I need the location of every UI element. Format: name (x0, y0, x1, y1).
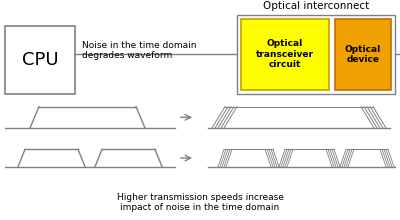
Bar (241, 18, 329, 90)
Text: Optical
device: Optical device (345, 45, 381, 64)
Text: Optical interconnect: Optical interconnect (263, 1, 369, 11)
Bar (335, 18, 391, 90)
Text: Higher transmission speeds increase
impact of noise in the time domain: Higher transmission speeds increase impa… (116, 193, 284, 212)
Text: Optical
transceiver
circuit: Optical transceiver circuit (256, 39, 314, 69)
Bar (5, 26, 75, 94)
Bar (237, 15, 395, 94)
Text: Noise in the time domain
degrades waveform: Noise in the time domain degrades wavefo… (82, 41, 196, 60)
Text: CPU: CPU (22, 51, 58, 69)
